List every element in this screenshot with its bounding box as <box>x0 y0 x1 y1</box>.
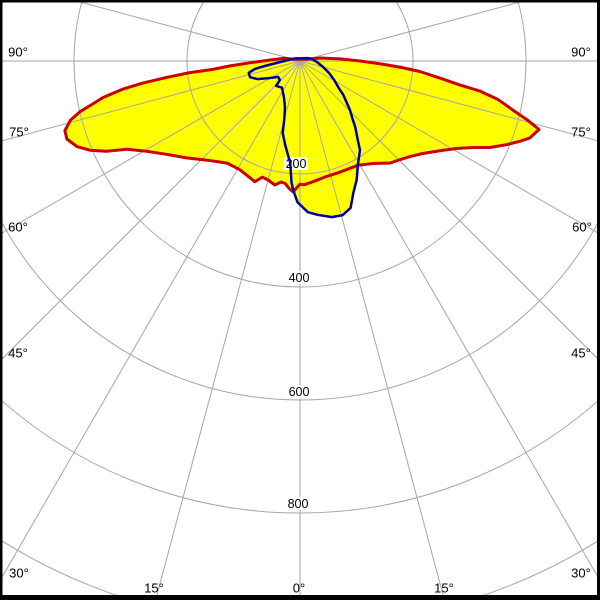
grid-radial-60deg <box>299 60 600 235</box>
ring-label-800: 800 <box>288 497 309 511</box>
angle-label-30deg-9: 30° <box>571 566 591 581</box>
grid-radial--75deg <box>0 60 301 142</box>
grid-radial--60deg <box>0 60 301 235</box>
angle-label-30deg-8: 30° <box>9 566 29 581</box>
angle-label-60deg-4: 60° <box>8 220 28 235</box>
angle-label-15deg-10: 15° <box>144 581 164 596</box>
ring-label-400: 400 <box>289 271 310 285</box>
grid-radial--45deg <box>0 60 301 362</box>
ring-label-200: 200 <box>286 157 307 171</box>
frame-right <box>597 0 600 600</box>
frame-top <box>0 0 600 3</box>
ring-label-halo-600 <box>287 385 311 398</box>
angle-label-45deg-7: 45° <box>571 346 591 361</box>
angle-label-60deg-5: 60° <box>572 220 592 235</box>
grid-radial-45deg <box>299 60 600 362</box>
grid-radial-105deg <box>299 0 530 62</box>
angle-label-15deg-11: 15° <box>434 581 454 596</box>
frame-left <box>0 0 3 600</box>
grid-radial--30deg <box>0 60 301 582</box>
grid-radial--105deg <box>70 0 301 62</box>
angle-label-75deg-3: 75° <box>571 125 591 140</box>
blue-curve-line <box>247 56 362 219</box>
grid-radial-15deg <box>299 60 445 600</box>
angle-label-0deg-12: 0° <box>293 581 305 596</box>
grid-radial--15deg <box>155 60 301 600</box>
grid-radial-75deg <box>299 60 600 142</box>
ring-label-halo-400 <box>287 271 311 284</box>
angle-label-90deg-1: 90° <box>571 45 591 60</box>
angle-label-75deg-2: 75° <box>9 125 29 140</box>
frame-bottom <box>0 595 600 600</box>
angle-label-45deg-6: 45° <box>8 346 28 361</box>
ring-label-halo-800 <box>286 497 310 510</box>
angle-label-90deg-0: 90° <box>8 45 28 60</box>
ring-label-600: 600 <box>289 385 310 399</box>
blue-curve-fill <box>248 58 360 218</box>
grid-radial-30deg <box>299 60 600 582</box>
